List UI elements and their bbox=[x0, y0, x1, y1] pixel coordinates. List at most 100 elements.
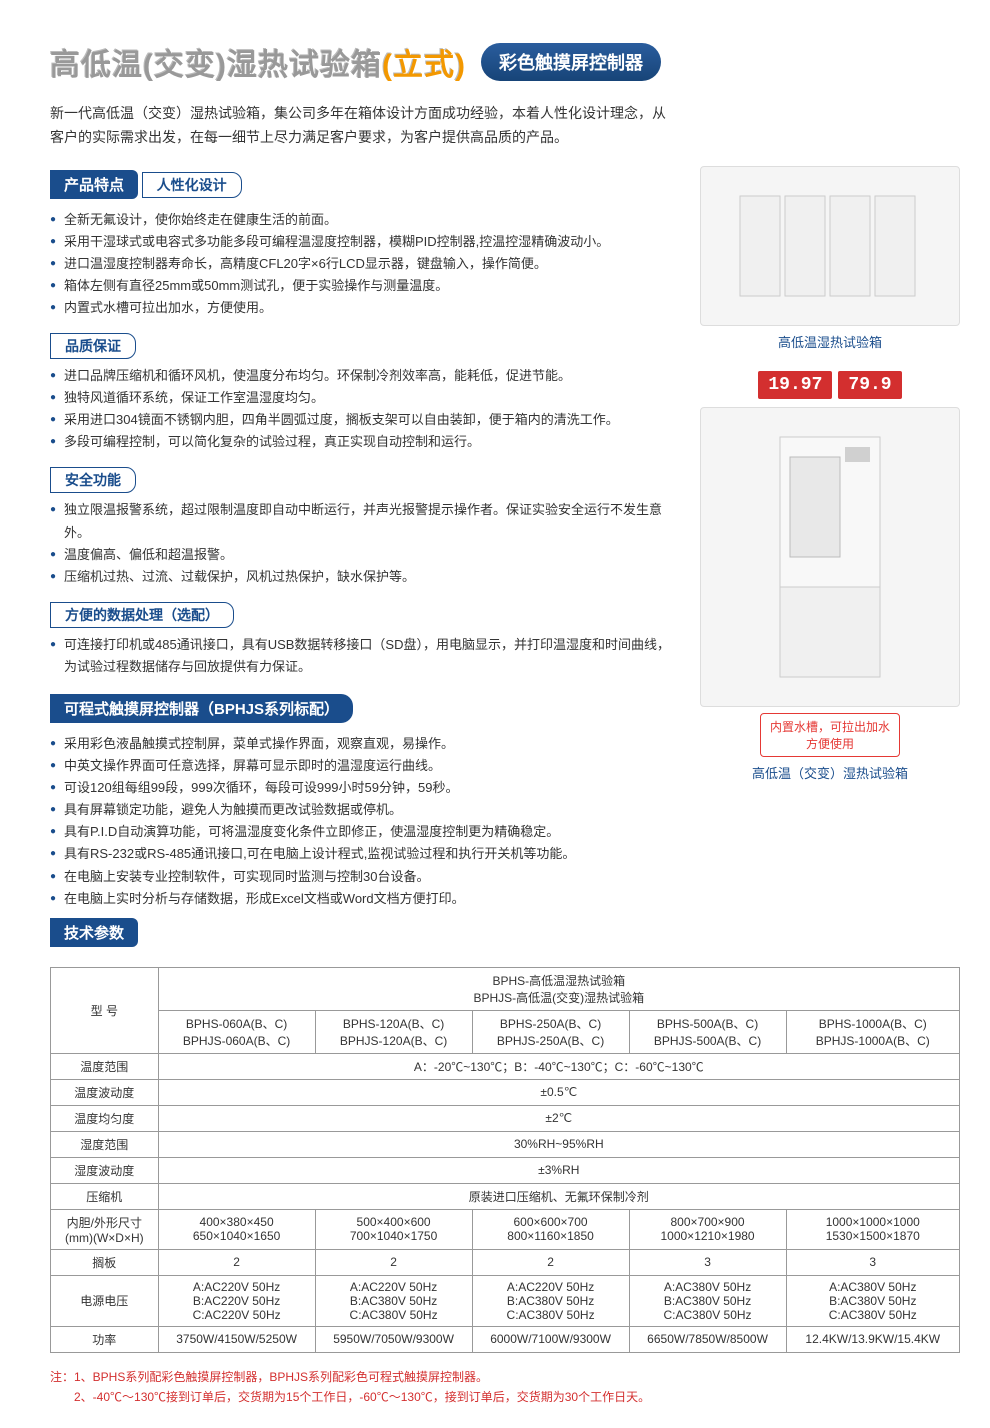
list-item: 采用彩色液晶触摸式控制屏，菜单式操作界面，观察直观，易操作。 bbox=[50, 733, 680, 755]
table-row: 内胆/外形尺寸 (mm)(W×D×H)400×380×450 650×1040×… bbox=[51, 1209, 960, 1249]
subhead-data: 方便的数据处理（选配） bbox=[50, 602, 234, 628]
readout-humidity: 79.9 bbox=[838, 371, 901, 399]
model-cell: BPHS-060A(B、C) BPHJS-060A(B、C) bbox=[158, 1010, 315, 1053]
table-row: 温度范围A：-20℃~130℃；B：-40℃~130℃；C：-60℃~130℃ bbox=[51, 1053, 960, 1079]
row-label: 温度均匀度 bbox=[51, 1105, 159, 1131]
data-cell: A:AC220V 50Hz B:AC380V 50Hz C:AC380V 50H… bbox=[315, 1275, 472, 1326]
intro-text: 新一代高低温（交变）湿热试验箱，集公司多年在箱体设计方面成功经验，本着人性化设计… bbox=[50, 102, 670, 150]
list-item: 多段可编程控制，可以简化复杂的试验过程，真正实现自动控制和运行。 bbox=[50, 431, 680, 453]
model-label: 型 号 bbox=[51, 967, 159, 1053]
image1-caption: 高低温湿热试验箱 bbox=[700, 332, 960, 351]
list-item: 具有RS-232或RS-485通讯接口,可在电脑上设计程式,监视试验过程和执行开… bbox=[50, 843, 680, 865]
row-label: 内胆/外形尺寸 (mm)(W×D×H) bbox=[51, 1209, 159, 1249]
row-label: 湿度波动度 bbox=[51, 1157, 159, 1183]
subhead-safety: 安全功能 bbox=[50, 467, 136, 493]
span-cell: ±3%RH bbox=[158, 1157, 959, 1183]
row-label: 搁板 bbox=[51, 1249, 159, 1275]
data-cell: 500×400×600 700×1040×1750 bbox=[315, 1209, 472, 1249]
span-cell: A：-20℃~130℃；B：-40℃~130℃；C：-60℃~130℃ bbox=[158, 1053, 959, 1079]
table-header-row: 型 号 BPHS-高低温湿热试验箱 BPHJS-高低温(交变)湿热试验箱 bbox=[51, 967, 960, 1010]
list-item: 在电脑上安装专业控制软件，可实现同时监测与控制30台设备。 bbox=[50, 866, 680, 888]
table-row: 压缩机原装进口压缩机、无氟环保制冷剂 bbox=[51, 1183, 960, 1209]
list-item: 具有屏幕锁定功能，避免人为触摸而更改试验数据或停机。 bbox=[50, 799, 680, 821]
image2-caption: 高低温（交变）湿热试验箱 bbox=[700, 763, 960, 782]
table-row: 功率3750W/4150W/5250W5950W/7050W/9300W6000… bbox=[51, 1326, 960, 1352]
table-row: 湿度波动度±3%RH bbox=[51, 1157, 960, 1183]
data-cell: 6650W/7850W/8500W bbox=[629, 1326, 786, 1352]
model-cell: BPHS-500A(B、C) BPHJS-500A(B、C) bbox=[629, 1010, 786, 1053]
title-suffix: (立式) bbox=[382, 49, 466, 82]
data-cell: A:AC380V 50Hz B:AC380V 50Hz C:AC380V 50H… bbox=[786, 1275, 959, 1326]
list-item: 在电脑上实时分析与存储数据，形成Excel文档或Word文档方便打印。 bbox=[50, 888, 680, 910]
footer-notes: 注：1、BPHS系列配彩色触摸屏控制器，BPHJS系列配彩色可程式触摸屏控制器。… bbox=[50, 1367, 960, 1408]
controller-badge: 彩色触摸屏控制器 bbox=[481, 43, 661, 81]
page-header: 高低温(交变)湿热试验箱(立式) 彩色触摸屏控制器 bbox=[50, 40, 960, 84]
list-data: 可连接打印机或485通讯接口，具有USB数据转移接口（SD盘），用电脑显示，并打… bbox=[50, 634, 680, 678]
span-cell: ±0.5℃ bbox=[158, 1079, 959, 1105]
list-item: 全新无氟设计，使你始终走在健康生活的前面。 bbox=[50, 209, 680, 231]
table-row: 湿度范围30%RH~95%RH bbox=[51, 1131, 960, 1157]
model-cell: BPHS-250A(B、C) BPHJS-250A(B、C) bbox=[472, 1010, 629, 1053]
table-models-row: BPHS-060A(B、C) BPHJS-060A(B、C)BPHS-120A(… bbox=[51, 1010, 960, 1053]
table-row: 电源电压A:AC220V 50Hz B:AC220V 50Hz C:AC220V… bbox=[51, 1275, 960, 1326]
data-cell: 12.4KW/13.9KW/15.4KW bbox=[786, 1326, 959, 1352]
list-item: 可连接打印机或485通讯接口，具有USB数据转移接口（SD盘），用电脑显示，并打… bbox=[50, 634, 680, 678]
list-item: 压缩机过热、过流、过载保护，风机过热保护，缺水保护等。 bbox=[50, 566, 680, 588]
list-item: 内置式水槽可拉出加水，方便使用。 bbox=[50, 297, 680, 319]
product-image-2 bbox=[700, 407, 960, 707]
water-tank-callout: 内置水槽，可拉出加水方便使用 bbox=[760, 713, 900, 757]
data-cell: 1000×1000×1000 1530×1500×1870 bbox=[786, 1209, 959, 1249]
list-item: 采用干湿球式或电容式多功能多段可编程温湿度控制器，模糊PID控制器,控温控湿精确… bbox=[50, 231, 680, 253]
data-cell: 3 bbox=[629, 1249, 786, 1275]
data-cell: 6000W/7100W/9300W bbox=[472, 1326, 629, 1352]
table-row: 温度均匀度±2℃ bbox=[51, 1105, 960, 1131]
readout-temp: 19.97 bbox=[758, 371, 832, 399]
row-label: 功率 bbox=[51, 1326, 159, 1352]
model-cell: BPHS-1000A(B、C) BPHJS-1000A(B、C) bbox=[786, 1010, 959, 1053]
data-cell: 5950W/7050W/9300W bbox=[315, 1326, 472, 1352]
list-quality: 进口品牌压缩机和循环风机，使温度分布均匀。环保制冷剂效率高，能耗低，促进节能。独… bbox=[50, 365, 680, 453]
table-header-top: BPHS-高低温湿热试验箱 BPHJS-高低温(交变)湿热试验箱 bbox=[158, 967, 959, 1010]
data-cell: 3 bbox=[786, 1249, 959, 1275]
row-label: 温度范围 bbox=[51, 1053, 159, 1079]
span-cell: ±2℃ bbox=[158, 1105, 959, 1131]
data-cell: 2 bbox=[472, 1249, 629, 1275]
list-item: 进口温湿度控制器寿命长，高精度CFL20字×6行LCD显示器，键盘输入，操作简便… bbox=[50, 253, 680, 275]
list-item: 可设120组每组99段，999次循环，每段可设999小时59分钟，59秒。 bbox=[50, 777, 680, 799]
title-main: 高低温(交变)湿热试验箱 bbox=[50, 49, 382, 82]
list-item: 独特风道循环系统，保证工作室温湿度均匀。 bbox=[50, 387, 680, 409]
subhead-quality: 品质保证 bbox=[50, 333, 136, 359]
list-safety: 独立限温报警系统，超过限制温度即自动中断运行，并声光报警提示操作者。保证实验安全… bbox=[50, 499, 680, 587]
subhead-design: 人性化设计 bbox=[142, 172, 242, 198]
list-item: 温度偏高、偏低和超温报警。 bbox=[50, 544, 680, 566]
list-item: 箱体左侧有直径25mm或50mm测试孔，便于实验操作与测量温度。 bbox=[50, 275, 680, 297]
section-features-head: 产品特点 bbox=[50, 170, 138, 199]
span-cell: 30%RH~95%RH bbox=[158, 1131, 959, 1157]
data-cell: 3750W/4150W/5250W bbox=[158, 1326, 315, 1352]
list-item: 采用进口304镜面不锈钢内胆，四角半圆弧过度，搁板支架可以自由装卸，便于箱内的清… bbox=[50, 409, 680, 431]
model-cell: BPHS-120A(B、C) BPHJS-120A(B、C) bbox=[315, 1010, 472, 1053]
table-row: 搁板22233 bbox=[51, 1249, 960, 1275]
chamber-single-icon bbox=[760, 427, 900, 687]
span-cell: 原装进口压缩机、无氟环保制冷剂 bbox=[158, 1183, 959, 1209]
row-label: 温度波动度 bbox=[51, 1079, 159, 1105]
product-image-1 bbox=[700, 166, 960, 326]
spec-table: 型 号 BPHS-高低温湿热试验箱 BPHJS-高低温(交变)湿热试验箱 BPH… bbox=[50, 967, 960, 1353]
row-label: 湿度范围 bbox=[51, 1131, 159, 1157]
data-cell: 2 bbox=[158, 1249, 315, 1275]
right-column: 高低温湿热试验箱 19.97 79.9 内置水槽，可拉出加水方便使用 高低温（交… bbox=[700, 166, 960, 957]
list-item: 中英文操作界面可任意选择，屏幕可显示即时的温湿度运行曲线。 bbox=[50, 755, 680, 777]
data-cell: 2 bbox=[315, 1249, 472, 1275]
main-title: 高低温(交变)湿热试验箱(立式) bbox=[50, 40, 466, 84]
row-label: 压缩机 bbox=[51, 1183, 159, 1209]
list-item: 进口品牌压缩机和循环风机，使温度分布均匀。环保制冷剂效率高，能耗低，促进节能。 bbox=[50, 365, 680, 387]
list-item: 具有P.I.D自动演算功能，可将温湿度变化条件立即修正，使温湿度控制更为精确稳定… bbox=[50, 821, 680, 843]
table-row: 温度波动度±0.5℃ bbox=[51, 1079, 960, 1105]
chamber-icon bbox=[730, 186, 930, 306]
note-1: 注：1、BPHS系列配彩色触摸屏控制器，BPHJS系列配彩色可程式触摸屏控制器。 bbox=[50, 1367, 960, 1387]
section-spec-head: 技术参数 bbox=[50, 918, 138, 947]
data-cell: A:AC380V 50Hz B:AC380V 50Hz C:AC380V 50H… bbox=[629, 1275, 786, 1326]
data-cell: 800×700×900 1000×1210×1980 bbox=[629, 1209, 786, 1249]
section-controller-head: 可程式触摸屏控制器（BPHJS系列标配） bbox=[50, 694, 353, 723]
digital-readout: 19.97 79.9 bbox=[700, 371, 960, 399]
